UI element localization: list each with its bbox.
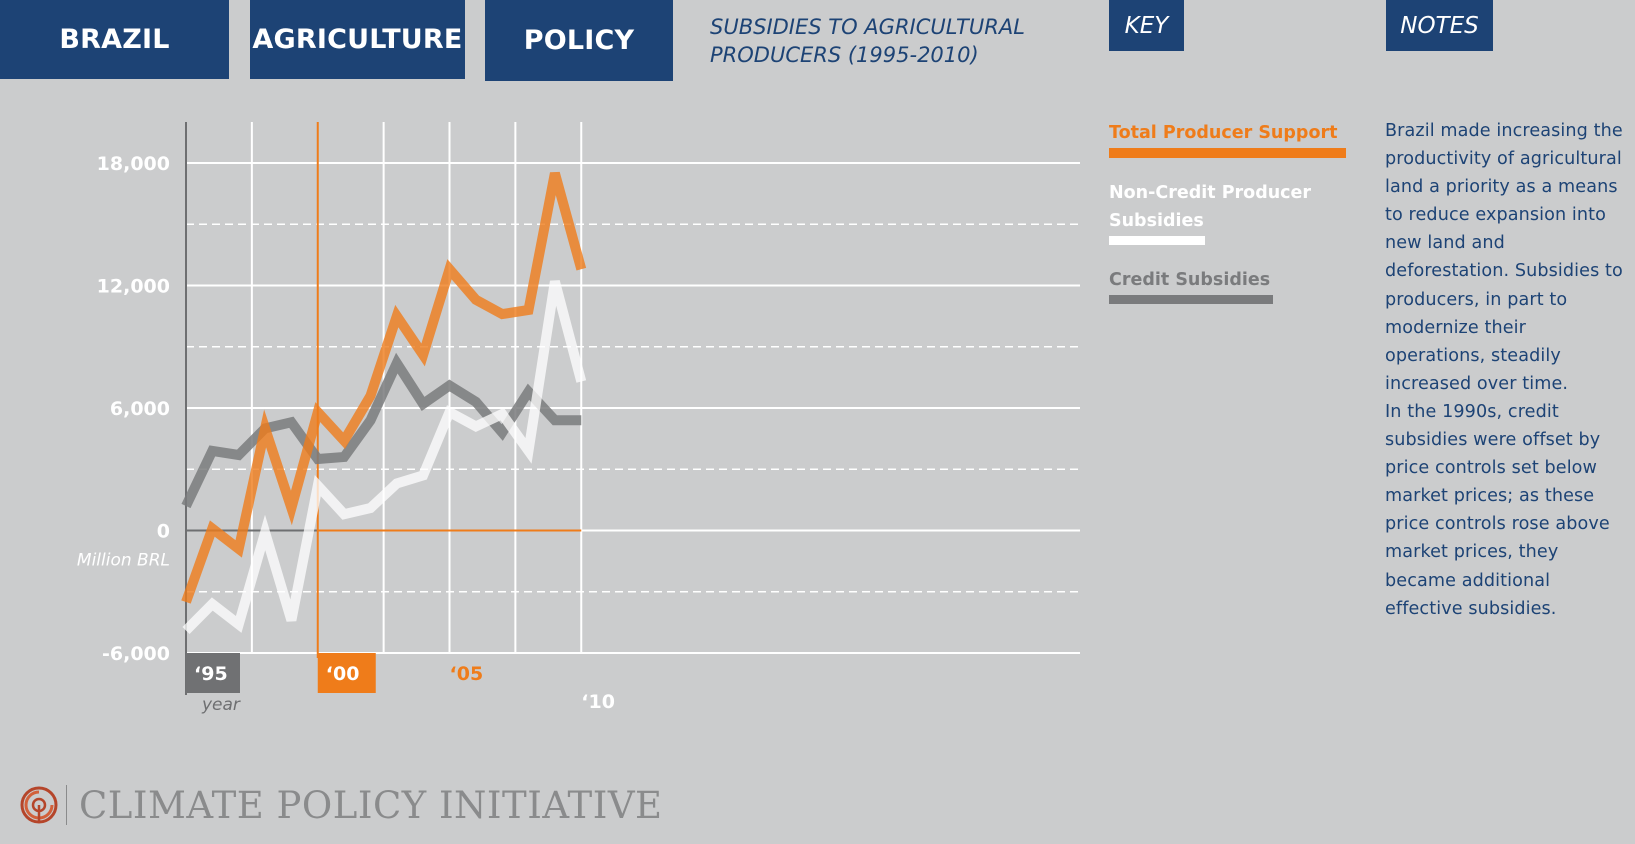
notes-text: Brazil made increasing the productivity … [1385, 117, 1630, 623]
y-tick-label: 0 [157, 521, 170, 543]
x-tick-label: ‘00 [326, 663, 360, 685]
notes-heading: NOTES [1386, 0, 1493, 51]
legend-non-credit-subsidies: Non-Credit Producer Subsidies [1109, 183, 1312, 231]
series-line-total-producer-support [181, 171, 587, 604]
legend-swatch-credit [1109, 295, 1273, 304]
x-tick-label: ‘05 [450, 663, 484, 685]
notes-paragraph-2: In the 1990s, credit subsidies were offs… [1385, 401, 1610, 619]
y-axis-label: Million BRL [77, 551, 170, 571]
x-tick-badge [317, 653, 376, 693]
y-tick-label: -6,000 [102, 643, 170, 665]
key-heading: KEY [1109, 0, 1184, 51]
y-tick-label: 12,000 [97, 276, 170, 298]
logo-text: CLIMATE POLICY INITIATIVE [79, 783, 663, 827]
tag-topic: POLICY [485, 0, 673, 81]
cpi-swirl-icon [20, 786, 58, 824]
x-tick-label: ‘10 [581, 691, 615, 713]
legend-swatch-non-credit [1109, 236, 1205, 245]
x-tick-label: ‘95 [194, 663, 228, 685]
tag-sector: AGRICULTURE [250, 0, 465, 79]
legend-credit-subsidies: Credit Subsidies [1109, 270, 1271, 290]
x-tick-badge [186, 653, 240, 693]
line-chart: -6,000 0 6,000 12,000 18,000 Million BRL ‘95 ‘0… [77, 122, 1080, 715]
legend-total-producer-support: Total Producer Support [1109, 123, 1338, 143]
series-line-non-credit-subsidies [182, 280, 587, 635]
y-tick-label: 6,000 [110, 398, 170, 420]
legend-swatch-total [1109, 148, 1346, 158]
notes-paragraph-1: Brazil made increasing the productivity … [1385, 121, 1623, 394]
series-line-credit-subsidies [181, 352, 582, 509]
y-tick-label: 18,000 [97, 153, 170, 175]
chart-subtitle: SUBSIDIES TO AGRICULTURAL PRODUCERS (199… [710, 15, 1025, 67]
x-axis-label: year [201, 695, 241, 715]
cpi-logo: CLIMATE POLICY INITIATIVE [18, 780, 663, 830]
tag-country: BRAZIL [0, 0, 229, 79]
logo-divider [66, 785, 67, 825]
